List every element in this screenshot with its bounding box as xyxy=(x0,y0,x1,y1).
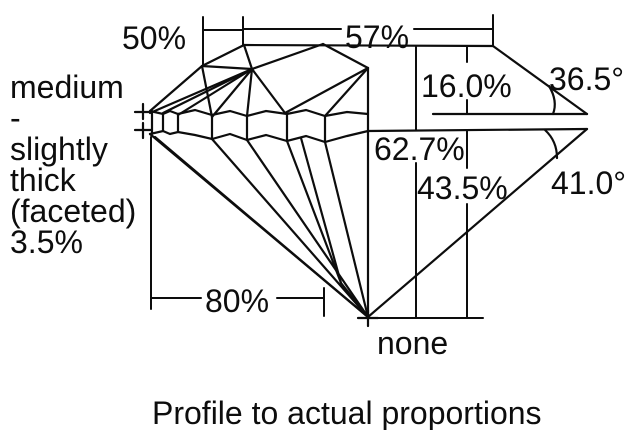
girdle-line-3: slightly xyxy=(10,131,108,167)
label-pavilion-depth: 43.5% xyxy=(417,170,508,206)
label-total-depth: 62.7% xyxy=(374,131,465,167)
crown-facet-lines xyxy=(148,42,370,319)
girdle-line-5: (faceted) xyxy=(10,193,137,229)
dimension-lines xyxy=(150,14,494,319)
girdle-line-2: - xyxy=(10,100,21,136)
label-pavilion-angle: 41.0° xyxy=(551,165,627,201)
label-lower-girdle: 80% xyxy=(205,283,270,319)
label-girdle-thickness: medium - slightly thick (faceted) 3.5% xyxy=(10,69,137,260)
label-crown-height: 16.0% xyxy=(421,68,512,104)
culet-cross-mark xyxy=(356,308,380,328)
label-crown-angle: 36.5° xyxy=(549,61,625,97)
girdle-line-4: thick xyxy=(10,162,76,198)
angle-arcs xyxy=(543,84,559,160)
label-culet: none xyxy=(377,325,449,361)
crown-angle-arc xyxy=(547,84,556,116)
profile-outline xyxy=(242,43,589,319)
pavilion-angle-arc xyxy=(543,128,559,160)
girdle-band xyxy=(148,108,370,144)
girdle-line-6: 3.5% xyxy=(10,224,83,260)
label-star-length: 50% xyxy=(122,20,187,56)
diagram-caption: Profile to actual proportions xyxy=(152,395,542,430)
girdle-thickness-marks xyxy=(133,102,153,140)
label-table-width: 57% xyxy=(345,19,410,55)
pavilion-facet-lines xyxy=(148,132,370,319)
girdle-line-1: medium xyxy=(10,69,124,105)
